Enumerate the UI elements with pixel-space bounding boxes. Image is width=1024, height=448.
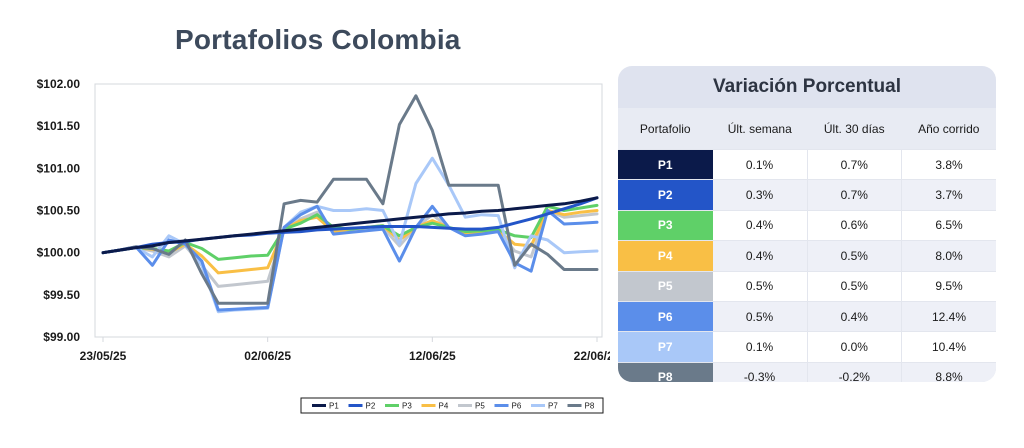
legend-label: P8 (585, 402, 595, 411)
variation-table-card: Variación Porcentual Portafolio Últ. sem… (618, 66, 996, 382)
portfolio-label: P5 (618, 270, 713, 302)
legend: P1 P2 P3 P4 P5 P6 P7 P8 (300, 397, 604, 414)
ult-semana-cell: 0.5% (712, 270, 807, 302)
portfolio-label: P4 (618, 240, 713, 272)
legend-label: P1 (329, 402, 339, 411)
chart-title: Portafolios Colombia (175, 24, 461, 55)
header-ult-30-dias: Últ. 30 días (807, 108, 902, 150)
table-row: P1 0.1% 0.7% 3.8% (618, 148, 996, 180)
legend-label: P5 (475, 402, 485, 411)
legend-label: P2 (366, 402, 376, 411)
y-tick-label: $99.50 (43, 288, 80, 302)
ult-30-dias-cell: 0.5% (806, 240, 902, 272)
ult-30-dias-cell: 0.4% (806, 300, 902, 332)
ult-30-dias-cell: 0.5% (806, 270, 902, 302)
y-tick-label: $102.00 (37, 77, 81, 91)
ult-semana-cell: 0.1% (712, 148, 807, 180)
plot-frame (94, 83, 603, 338)
portfolio-label: P8 (618, 361, 713, 382)
x-tick-label: 02/06/25 (244, 349, 291, 363)
table-row: P2 0.3% 0.7% 3.7% (618, 179, 996, 211)
ult-30-dias-cell: -0.2% (806, 361, 902, 382)
x-axis: 23/05/25 02/06/25 12/06/25 22/06/25 (80, 337, 610, 363)
portfolio-label: P7 (618, 331, 713, 363)
ult-semana-cell: 0.5% (712, 300, 807, 332)
legend-label: P4 (439, 402, 449, 411)
portfolio-label: P2 (618, 179, 713, 211)
header-ano-corrido: Año corrido (901, 108, 996, 150)
ano-corrido-cell: 10.4% (901, 331, 996, 363)
variation-table: Portafolio Últ. semana Últ. 30 días Año … (618, 108, 996, 382)
ano-corrido-cell: 8.8% (901, 361, 996, 382)
y-tick-label: $101.00 (37, 161, 81, 175)
y-axis: $102.00 $101.50 $101.00 $100.50 $100.00 $99.5… (37, 77, 81, 344)
x-tick-label: 22/06/25 (574, 349, 610, 363)
ult-semana-cell: 0.1% (712, 331, 807, 363)
ult-semana-cell: 0.3% (712, 179, 807, 211)
y-tick-label: $100.50 (37, 204, 81, 218)
series-line-p8 (101, 94, 599, 305)
series-line-p1 (101, 196, 599, 255)
ano-corrido-cell: 3.7% (901, 179, 996, 211)
table-row: P6 0.5% 0.4% 12.4% (618, 300, 996, 332)
ult-semana-cell: -0.3% (712, 361, 807, 382)
table-body: P1 0.1% 0.7% 3.8% P2 0.3% 0.7% 3.7% P3 0.4% 0.6% 6.… (618, 148, 996, 382)
ult-semana-cell: 0.4% (712, 240, 807, 272)
ano-corrido-cell: 3.8% (901, 148, 996, 180)
ano-corrido-cell: 12.4% (901, 300, 996, 332)
header-portafolio: Portafolio (618, 108, 713, 150)
table-row: P4 0.4% 0.5% 8.0% (618, 240, 996, 272)
ano-corrido-cell: 6.5% (901, 209, 996, 241)
ult-30-dias-cell: 0.0% (806, 331, 902, 363)
legend-label: P3 (402, 402, 412, 411)
table-header-row: Portafolio Últ. semana Últ. 30 días Año … (618, 108, 996, 150)
x-tick-label: 12/06/25 (409, 349, 456, 363)
portfolio-label: P6 (618, 300, 713, 332)
ult-30-dias-cell: 0.7% (806, 148, 902, 180)
ano-corrido-cell: 9.5% (901, 270, 996, 302)
ano-corrido-cell: 8.0% (901, 240, 996, 272)
table-row: P3 0.4% 0.6% 6.5% (618, 209, 996, 241)
table-row: P7 0.1% 0.0% 10.4% (618, 331, 996, 363)
ult-30-dias-cell: 0.7% (806, 179, 902, 211)
table-row: P5 0.5% 0.5% 9.5% (618, 270, 996, 302)
ult-30-dias-cell: 0.6% (806, 209, 902, 241)
plot-area (94, 83, 603, 338)
header-ult-semana: Últ. semana (712, 108, 807, 150)
portfolio-label: P3 (618, 209, 713, 241)
x-tick-label: 23/05/25 (80, 349, 127, 363)
y-tick-label: $101.50 (37, 119, 81, 133)
ult-semana-cell: 0.4% (712, 209, 807, 241)
line-chart: $102.00 $101.50 $101.00 $100.50 $100.00 $99.5… (37, 77, 610, 414)
series-line-p7 (101, 156, 599, 314)
legend-box (300, 397, 604, 414)
y-tick-label: $100.00 (37, 246, 81, 260)
table-title: Variación Porcentual (713, 76, 901, 97)
legend-label: P7 (548, 402, 558, 411)
legend-label: P6 (512, 402, 522, 411)
table-row: P8 -0.3% -0.2% 8.8% (618, 361, 996, 382)
series-lines (101, 94, 599, 314)
y-tick-label: $99.00 (43, 330, 80, 344)
portfolio-label: P1 (618, 148, 713, 180)
